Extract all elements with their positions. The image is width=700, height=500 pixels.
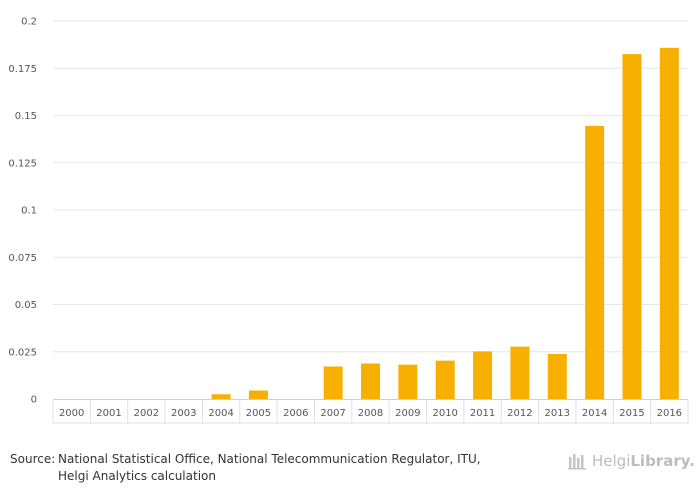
x-tick-label: 2004 [208,408,233,419]
y-tick-label: 0.025 [8,347,37,358]
y-tick-label: 0.2 [21,17,37,28]
bar-chart: 0 0.025 0.05 0.075 0.1 0.125 0.15 0.175 0.2 2000… [8,17,689,424]
x-tick-label: 2000 [59,408,84,419]
bar-2015[interactable] [622,54,642,399]
bars [211,47,679,400]
source-line-1: National Statistical Office, National Te… [58,452,481,466]
bar-2012[interactable] [510,346,530,399]
source-note: Source: National Statistical Office, Nat… [10,451,530,483]
bar-2005[interactable] [248,390,268,399]
x-tick-label: 2007 [320,408,345,419]
helgi-library-logo[interactable]: Helgi Library. [568,451,695,471]
x-tick-label: 2009 [395,408,420,419]
y-tick-label: 0.125 [8,158,37,169]
y-axis-tick-labels: 0 0.025 0.05 0.075 0.1 0.125 0.15 0.175 0.2 [8,17,37,406]
x-tick-label: 2014 [582,408,607,419]
bar-2004[interactable] [211,394,231,399]
bar-2009[interactable] [398,364,418,399]
bar-2008[interactable] [361,363,380,399]
x-tick-label: 2012 [507,408,532,419]
helgi-library-logo-icon [568,454,586,470]
x-tick-label: 2006 [283,408,308,419]
gridlines [53,20,688,353]
brand-name-part1: Helgi [592,452,631,470]
y-tick-label: 0.15 [15,111,37,122]
source-prefix: Source: [10,452,56,466]
bar-2014[interactable] [585,125,605,400]
x-tick-label: 2002 [134,408,159,419]
bar-2013[interactable] [547,354,567,399]
x-tick-label: 2011 [470,408,495,419]
bar-2007[interactable] [323,366,343,399]
x-tick-label: 2003 [171,408,196,419]
x-tick-label: 2010 [432,408,457,419]
x-axis-category-cells: 2000 2001 2002 2003 2004 2005 2006 2007 2008 2009… [52,400,689,424]
bar-2011[interactable] [473,351,493,399]
y-tick-label: 0.1 [21,206,37,217]
y-tick-label: 0.175 [8,64,37,75]
y-tick-label: 0 [31,395,37,406]
y-tick-label: 0.05 [15,300,37,311]
x-tick-label: 2016 [657,408,682,419]
source-line-2: Helgi Analytics calculation [58,469,216,483]
x-tick-label: 2005 [246,408,271,419]
brand-name-part2: Library. [630,452,695,470]
bar-2016[interactable] [659,47,679,399]
x-tick-label: 2013 [545,408,570,419]
x-tick-label: 2008 [358,408,383,419]
bar-2010[interactable] [435,360,455,399]
x-tick-label: 2015 [619,408,644,419]
x-tick-label: 2001 [96,408,121,419]
y-tick-label: 0.075 [8,253,37,264]
